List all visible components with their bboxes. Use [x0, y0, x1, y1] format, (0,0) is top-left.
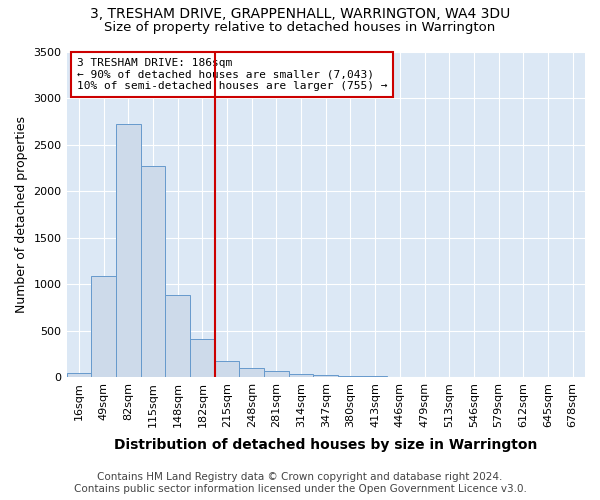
Bar [140, 166, 165, 378]
Bar [91, 276, 116, 378]
Bar [264, 372, 289, 378]
Text: 3, TRESHAM DRIVE, GRAPPENHALL, WARRINGTON, WA4 3DU: 3, TRESHAM DRIVE, GRAPPENHALL, WARRINGTO… [90, 8, 510, 22]
Text: Size of property relative to detached houses in Warrington: Size of property relative to detached ho… [104, 22, 496, 35]
Bar [215, 361, 239, 378]
Bar [313, 375, 338, 378]
Bar [239, 368, 264, 378]
Text: Contains HM Land Registry data © Crown copyright and database right 2024.
Contai: Contains HM Land Registry data © Crown c… [74, 472, 526, 494]
X-axis label: Distribution of detached houses by size in Warrington: Distribution of detached houses by size … [114, 438, 538, 452]
Bar [67, 372, 91, 378]
Bar [165, 296, 190, 378]
Bar [190, 339, 215, 378]
Text: 3 TRESHAM DRIVE: 186sqm
← 90% of detached houses are smaller (7,043)
10% of semi: 3 TRESHAM DRIVE: 186sqm ← 90% of detache… [77, 58, 388, 91]
Bar [338, 376, 363, 378]
Bar [289, 374, 313, 378]
Bar [116, 124, 140, 378]
Y-axis label: Number of detached properties: Number of detached properties [15, 116, 28, 313]
Bar [363, 376, 388, 378]
